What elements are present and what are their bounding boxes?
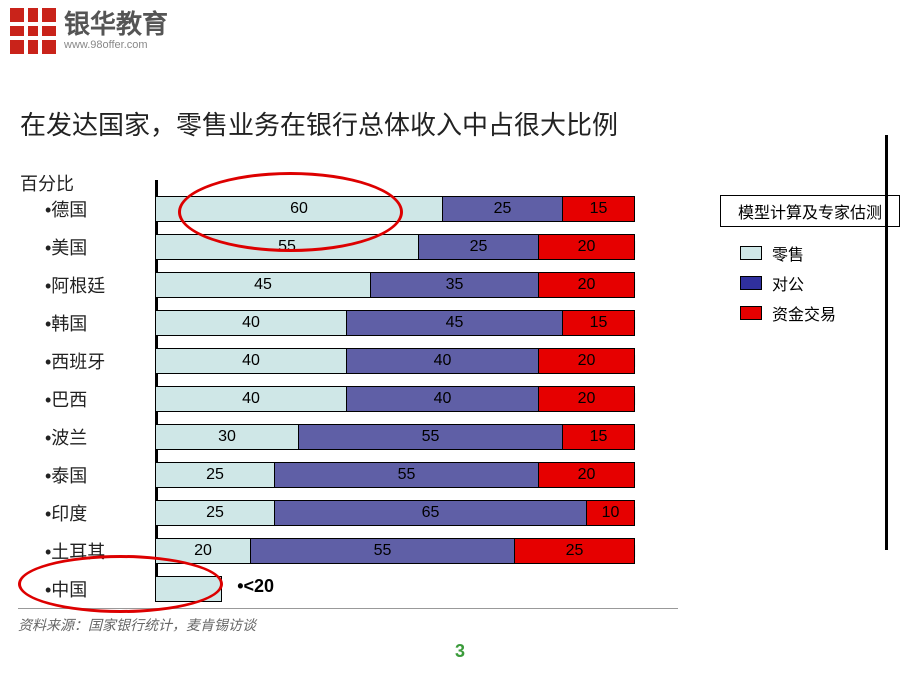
chart-row-label: •美国 xyxy=(20,234,155,260)
bar-segment-retail: 40 xyxy=(155,310,347,336)
brand-logo-url: www.98offer.com xyxy=(64,39,168,51)
bar-segment-corporate: 65 xyxy=(275,500,587,526)
bar-segment-corporate: 25 xyxy=(419,234,539,260)
chart-row: •美国552520 xyxy=(20,228,710,266)
chart-row-bars: •<20 xyxy=(155,576,274,602)
chart-row-label: •土耳其 xyxy=(20,538,155,564)
chart-row-china: •中国 •<20 xyxy=(20,570,710,608)
legend-item: 零售 xyxy=(740,241,900,265)
bar-segment-retail: 25 xyxy=(155,462,275,488)
chart-row-bars: 404020 xyxy=(155,348,635,374)
bar-segment-retail: 30 xyxy=(155,424,299,450)
bar-segment-trading: 20 xyxy=(539,348,635,374)
chart-row: •泰国255520 xyxy=(20,456,710,494)
legend-item: 资金交易 xyxy=(740,301,900,325)
bar-segment-retail: 40 xyxy=(155,348,347,374)
source-note: 资料来源：国家银行统计，麦肯锡访谈 xyxy=(18,615,256,635)
chart-row-label: •阿根廷 xyxy=(20,272,155,298)
bar-segment-retail xyxy=(155,576,222,602)
bar-segment-trading: 10 xyxy=(587,500,635,526)
chart-row-bars: 602515 xyxy=(155,196,635,222)
chart-row: •德国602515 xyxy=(20,190,710,228)
bar-segment-corporate: 25 xyxy=(443,196,563,222)
bar-segment-retail: 20 xyxy=(155,538,251,564)
chart-row-label: •韩国 xyxy=(20,310,155,336)
bar-segment-trading: 15 xyxy=(563,310,635,336)
chart-row: •印度256510 xyxy=(20,494,710,532)
chart-row-bars: 453520 xyxy=(155,272,635,298)
bar-segment-trading: 20 xyxy=(539,386,635,412)
slide-title: 在发达国家，零售业务在银行总体收入中占很大比例 xyxy=(20,105,618,142)
bar-segment-trading: 15 xyxy=(563,424,635,450)
bar-segment-retail: 40 xyxy=(155,386,347,412)
brand-logo-text: 银华教育 xyxy=(64,11,168,37)
bar-segment-retail: 55 xyxy=(155,234,419,260)
stacked-bar-chart: •德国602515•美国552520•阿根廷453520•韩国404515•西班… xyxy=(20,190,710,608)
chart-row-bars: 255520 xyxy=(155,462,635,488)
chart-row-bars: 205525 xyxy=(155,538,635,564)
chart-row-bars: 404020 xyxy=(155,386,635,412)
bar-segment-trading: 20 xyxy=(539,272,635,298)
chart-row: •土耳其205525 xyxy=(20,532,710,570)
source-divider xyxy=(18,608,678,609)
legend-label: 对公 xyxy=(772,271,804,295)
bar-segment-corporate: 55 xyxy=(251,538,515,564)
bar-segment-trading: 20 xyxy=(539,234,635,260)
chart-row-label: •波兰 xyxy=(20,424,155,450)
china-value-label: •<20 xyxy=(237,576,274,602)
chart-row-bars: 305515 xyxy=(155,424,635,450)
chart-row: •巴西404020 xyxy=(20,380,710,418)
chart-row-label: •印度 xyxy=(20,500,155,526)
brand-logo-icon xyxy=(10,8,56,54)
legend-label: 资金交易 xyxy=(772,301,836,325)
chart-legend: 模型计算及专家估测 零售对公资金交易 xyxy=(720,195,900,331)
chart-row-label: •中国 xyxy=(20,576,155,602)
bar-segment-retail: 60 xyxy=(155,196,443,222)
chart-row: •西班牙404020 xyxy=(20,342,710,380)
bar-segment-corporate: 55 xyxy=(299,424,563,450)
bar-segment-corporate: 40 xyxy=(347,386,539,412)
chart-row-label: •西班牙 xyxy=(20,348,155,374)
legend-item: 对公 xyxy=(740,271,900,295)
bar-segment-trading: 20 xyxy=(539,462,635,488)
slide-right-border xyxy=(885,135,888,550)
legend-swatch xyxy=(740,276,762,290)
chart-row-bars: 404515 xyxy=(155,310,635,336)
chart-row-bars: 552520 xyxy=(155,234,635,260)
bar-segment-corporate: 45 xyxy=(347,310,563,336)
chart-row: •阿根廷453520 xyxy=(20,266,710,304)
chart-row-label: •泰国 xyxy=(20,462,155,488)
bar-segment-trading: 15 xyxy=(563,196,635,222)
legend-label: 零售 xyxy=(772,241,804,265)
bar-segment-corporate: 55 xyxy=(275,462,539,488)
legend-swatch xyxy=(740,246,762,260)
legend-swatch xyxy=(740,306,762,320)
brand-logo: 银华教育 www.98offer.com xyxy=(10,8,168,54)
bar-segment-retail: 45 xyxy=(155,272,371,298)
bar-segment-corporate: 40 xyxy=(347,348,539,374)
bar-segment-trading: 25 xyxy=(515,538,635,564)
chart-row-bars: 256510 xyxy=(155,500,635,526)
chart-row: •韩国404515 xyxy=(20,304,710,342)
page-number: 3 xyxy=(0,641,920,662)
chart-row: •波兰305515 xyxy=(20,418,710,456)
chart-row-label: •巴西 xyxy=(20,386,155,412)
legend-title: 模型计算及专家估测 xyxy=(720,195,900,227)
chart-row-label: •德国 xyxy=(20,196,155,222)
bar-segment-retail: 25 xyxy=(155,500,275,526)
bar-segment-corporate: 35 xyxy=(371,272,539,298)
